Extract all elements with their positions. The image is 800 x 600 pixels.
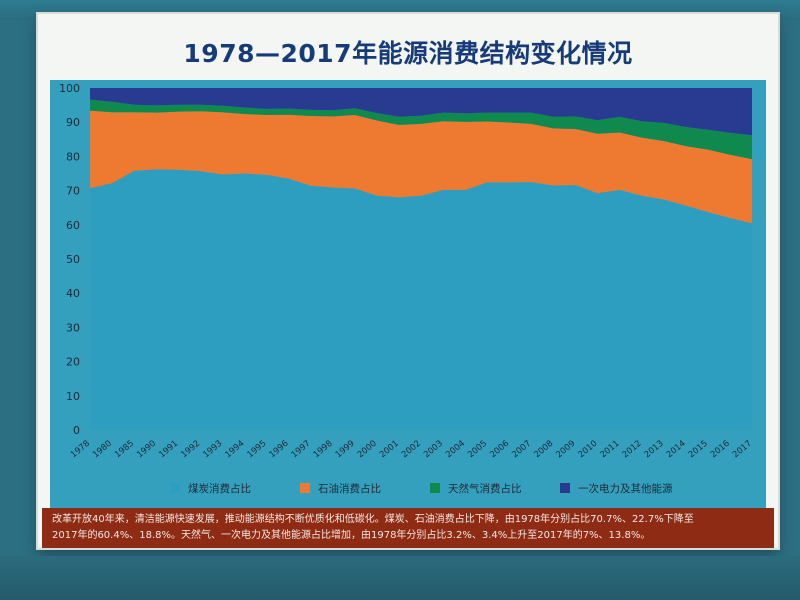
y-tick-label: 10 <box>66 390 80 403</box>
y-tick-label: 70 <box>66 185 80 198</box>
x-tick-label: 1998 <box>312 439 335 461</box>
x-tick-label: 2012 <box>621 439 644 461</box>
y-tick-label: 50 <box>66 253 80 266</box>
x-tick-label: 2003 <box>422 439 445 461</box>
caption-line-1: 改革开放40年来，清洁能源快速发展，推动能源结构不断优质化和低碳化。煤炭、石油消… <box>52 514 694 525</box>
chart-title: 1978—2017年能源消费结构变化情况 <box>183 39 633 68</box>
x-tick-label: 2011 <box>599 439 622 461</box>
x-tick-label: 2015 <box>687 439 710 461</box>
x-tick-label: 1978 <box>69 439 92 461</box>
x-tick-label: 2000 <box>356 439 379 461</box>
x-tick-label: 2005 <box>466 439 489 461</box>
legend-label-1: 煤炭消费占比 <box>188 482 251 495</box>
y-tick-label: 0 <box>73 424 80 437</box>
legend-label-4: 一次电力及其他能源 <box>578 482 673 495</box>
y-tick-label: 60 <box>66 219 80 232</box>
x-tick-label: 1992 <box>179 439 202 461</box>
x-tick-label: 1997 <box>290 439 313 461</box>
area-series-4 <box>90 88 752 136</box>
x-tick-label: 2014 <box>665 439 688 461</box>
x-tick-label: 1999 <box>334 439 357 461</box>
x-tick-label: 1991 <box>157 439 180 461</box>
legend-swatch-3 <box>430 483 440 493</box>
x-tick-label: 2008 <box>532 439 555 461</box>
x-tick-label: 2009 <box>554 439 577 461</box>
x-tick-label: 2007 <box>510 439 533 461</box>
legend-label-2: 石油消费占比 <box>318 482 381 495</box>
x-tick-label: 2017 <box>731 439 754 461</box>
y-tick-label: 80 <box>66 150 80 163</box>
x-tick-label: 1995 <box>245 439 268 461</box>
x-tick-label: 1985 <box>113 439 136 461</box>
x-tick-label: 1993 <box>201 439 224 461</box>
floor-background <box>0 556 800 600</box>
x-tick-label: 2006 <box>488 439 511 461</box>
area-series-3 <box>90 99 752 160</box>
x-tick-label: 1994 <box>223 439 246 461</box>
legend-swatch-2 <box>300 483 310 493</box>
area-series-1 <box>90 169 752 430</box>
x-tick-label: 1990 <box>135 439 158 461</box>
caption-box: 改革开放40年来，清洁能源快速发展，推动能源结构不断优质化和低碳化。煤炭、石油消… <box>42 508 774 548</box>
y-tick-label: 40 <box>66 287 80 300</box>
chart-area: 0 10 20 30 40 50 60 70 80 90 100 1978 1980 1985 1990 19… <box>50 80 766 510</box>
legend-swatch-4 <box>560 483 570 493</box>
y-tick-label: 90 <box>66 116 80 129</box>
x-tick-label: 2004 <box>444 439 467 461</box>
y-tick-label: 20 <box>66 356 80 369</box>
x-tick-label: 2010 <box>576 439 599 461</box>
x-tick-label: 1996 <box>268 439 291 461</box>
x-tick-label: 2001 <box>378 439 401 461</box>
legend-swatch-1 <box>170 483 180 493</box>
area-series-2 <box>90 110 752 224</box>
exhibit-panel: 1978—2017年能源消费结构变化情况 0 10 20 30 40 50 60 70 80 90… <box>38 14 778 548</box>
x-tick-label: 2016 <box>709 439 732 461</box>
y-tick-label: 100 <box>59 82 80 95</box>
y-tick-label: 30 <box>66 321 80 334</box>
x-tick-label: 2002 <box>400 439 423 461</box>
legend-label-3: 天然气消费占比 <box>448 482 522 495</box>
x-tick-label: 2013 <box>643 439 666 461</box>
x-tick-label: 1980 <box>91 439 114 461</box>
caption-line-2: 2017年的60.4%、18.8%。天然气、一次电力及其他能源占比增加，由197… <box>52 530 651 541</box>
